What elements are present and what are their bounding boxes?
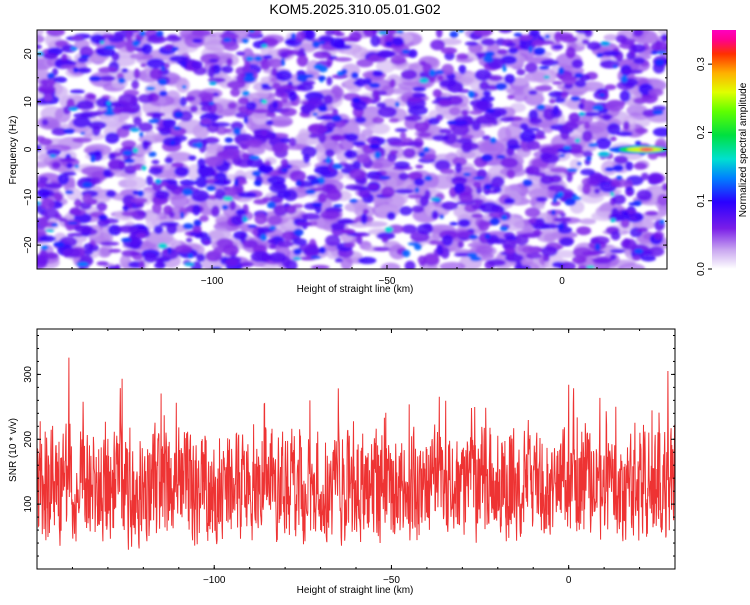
snr-x-tick-label: −100 bbox=[203, 575, 226, 586]
snr-y-tick-label: 200 bbox=[23, 430, 34, 447]
heatmap-y-tick-label: 20 bbox=[23, 48, 34, 60]
snr-y-tick-label: 100 bbox=[23, 495, 34, 512]
colorbar-tick-label: 0.0 bbox=[696, 262, 707, 276]
heatmap-x-tick-label: −100 bbox=[201, 276, 224, 287]
heatmap-y-label: Frequency (Hz) bbox=[8, 116, 19, 185]
heatmap-y-tick-label: −10 bbox=[23, 188, 34, 205]
snr-x-tick-label: −50 bbox=[383, 575, 400, 586]
heatmap-feature-0 bbox=[609, 145, 667, 154]
heatmap-x-tick-label: −50 bbox=[379, 276, 396, 287]
snr-y-axis: 100 200 300 bbox=[23, 334, 675, 570]
snr-x-label: Height of straight line (km) bbox=[297, 585, 414, 596]
snr-x-axis: −100 −50 0 bbox=[36, 329, 676, 586]
snr-y-tick-label: 300 bbox=[23, 366, 34, 383]
snr-series-line bbox=[37, 357, 675, 550]
heatmap-y-tick-label: −20 bbox=[23, 236, 34, 253]
heatmap-x-axis: −100 −50 0 bbox=[36, 30, 668, 287]
colorbar: 0.0 0.1 0.2 0.3 Normalized spectral amplitu… bbox=[696, 30, 749, 276]
colorbar-scale bbox=[712, 30, 736, 269]
snr-y-label: SNR (10 * v/v) bbox=[8, 418, 19, 482]
heatmap-x-tick-label: 0 bbox=[559, 276, 565, 287]
heatmap-y-axis: −20 −10 0 10 20 bbox=[23, 29, 667, 270]
snr-x-tick-label: 0 bbox=[566, 575, 572, 586]
heatmap-field bbox=[37, 30, 667, 269]
figure-title: KOM5.2025.310.05.01.G02 bbox=[269, 1, 440, 17]
heatmap-feature-1 bbox=[598, 151, 610, 157]
heatmap-x-label: Height of straight line (km) bbox=[297, 284, 414, 295]
heatmap-y-tick-label: 10 bbox=[23, 96, 34, 108]
colorbar-tick-label: 0.1 bbox=[696, 193, 707, 207]
colorbar-tick-label: 0.2 bbox=[696, 125, 707, 139]
colorbar-axis: 0.0 0.1 0.2 0.3 bbox=[696, 57, 712, 276]
heatmap-feature-2 bbox=[76, 261, 89, 267]
heatmap-y-tick-label: 0 bbox=[23, 146, 34, 152]
snr-panel: −100 −50 0 100 200 300 Height of straight li… bbox=[8, 328, 676, 596]
colorbar-label: Normalized spectral amplitude bbox=[738, 82, 749, 217]
colorbar-tick-label: 0.3 bbox=[696, 57, 707, 71]
